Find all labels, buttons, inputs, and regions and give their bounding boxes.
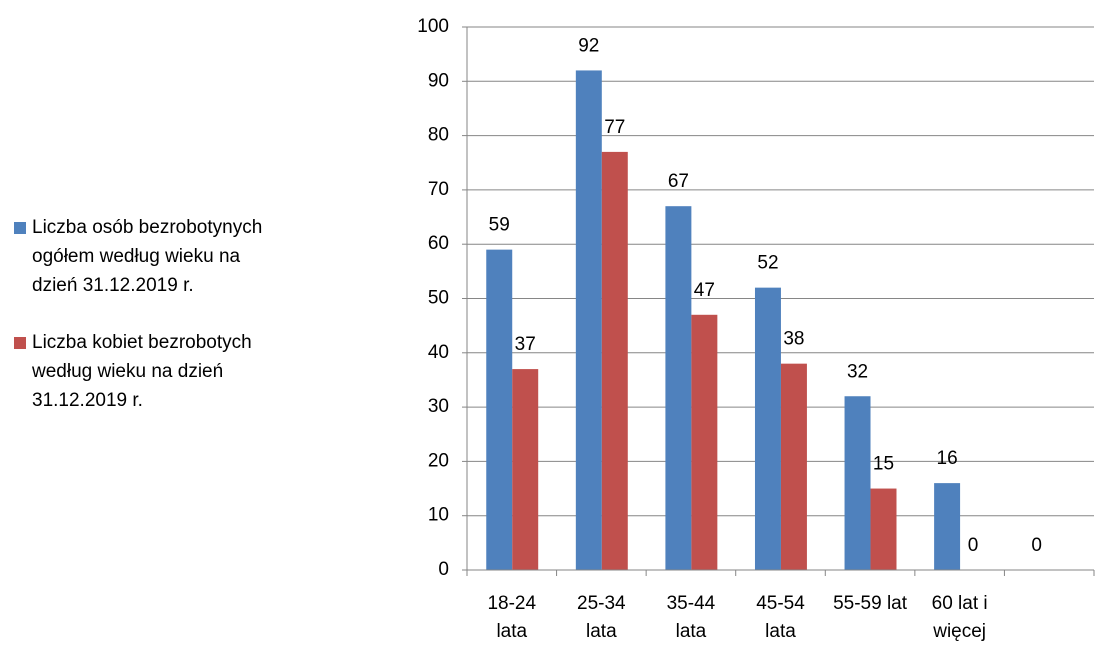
data-label: 59 <box>489 215 510 236</box>
data-label: 47 <box>694 280 715 301</box>
x-tick-label: 35-44 lata <box>666 593 716 642</box>
legend-item: Liczba osób bezrobotynych ogółem według … <box>14 213 274 300</box>
data-label: 16 <box>937 448 958 469</box>
y-tick-label: 60 <box>428 233 449 254</box>
y-tick-label: 50 <box>428 288 449 309</box>
x-tick-label: 55-59 lat <box>833 593 908 614</box>
data-label: 15 <box>873 454 894 475</box>
data-label: 32 <box>847 361 868 382</box>
y-tick-label: 10 <box>428 505 449 526</box>
y-tick-label: 80 <box>428 125 449 146</box>
bar <box>844 396 871 570</box>
data-label: 0 <box>1031 535 1042 556</box>
legend-item: Liczba kobiet bezrobotych według wieku n… <box>14 328 274 415</box>
data-label: 77 <box>604 117 625 138</box>
data-label: 0 <box>968 535 979 556</box>
y-tick-label: 90 <box>428 70 449 91</box>
legend-swatch <box>14 337 26 349</box>
data-label: 92 <box>578 35 599 56</box>
y-tick-label: 20 <box>428 450 449 471</box>
bar <box>934 483 961 570</box>
bar <box>665 206 692 570</box>
y-tick-label: 40 <box>428 342 449 363</box>
legend-label: Liczba osób bezrobotynych ogółem według … <box>32 217 263 296</box>
y-tick-label: 70 <box>428 179 449 200</box>
data-label: 67 <box>668 171 689 192</box>
legend-swatch <box>14 222 26 234</box>
y-tick-label: 0 <box>438 559 449 580</box>
data-label: 38 <box>783 329 804 350</box>
bar <box>754 287 781 570</box>
x-tick-label: 18-24 lata <box>487 593 537 642</box>
bar <box>870 488 897 570</box>
bar <box>575 70 602 570</box>
bar <box>486 249 513 570</box>
x-tick-label: 45-54 lata <box>756 593 805 642</box>
bar <box>780 363 807 570</box>
bar <box>601 151 628 570</box>
data-label: 52 <box>757 253 778 274</box>
bar <box>512 369 539 570</box>
x-tick-label: 60 lat i więcej <box>931 593 988 642</box>
x-tick-label: 25-34 lata <box>577 593 626 642</box>
y-tick-label: 100 <box>417 16 449 37</box>
data-label: 37 <box>515 334 536 355</box>
bar <box>691 314 718 570</box>
legend-label: Liczba kobiet bezrobotych według wieku n… <box>32 332 252 411</box>
y-tick-label: 30 <box>428 396 449 417</box>
